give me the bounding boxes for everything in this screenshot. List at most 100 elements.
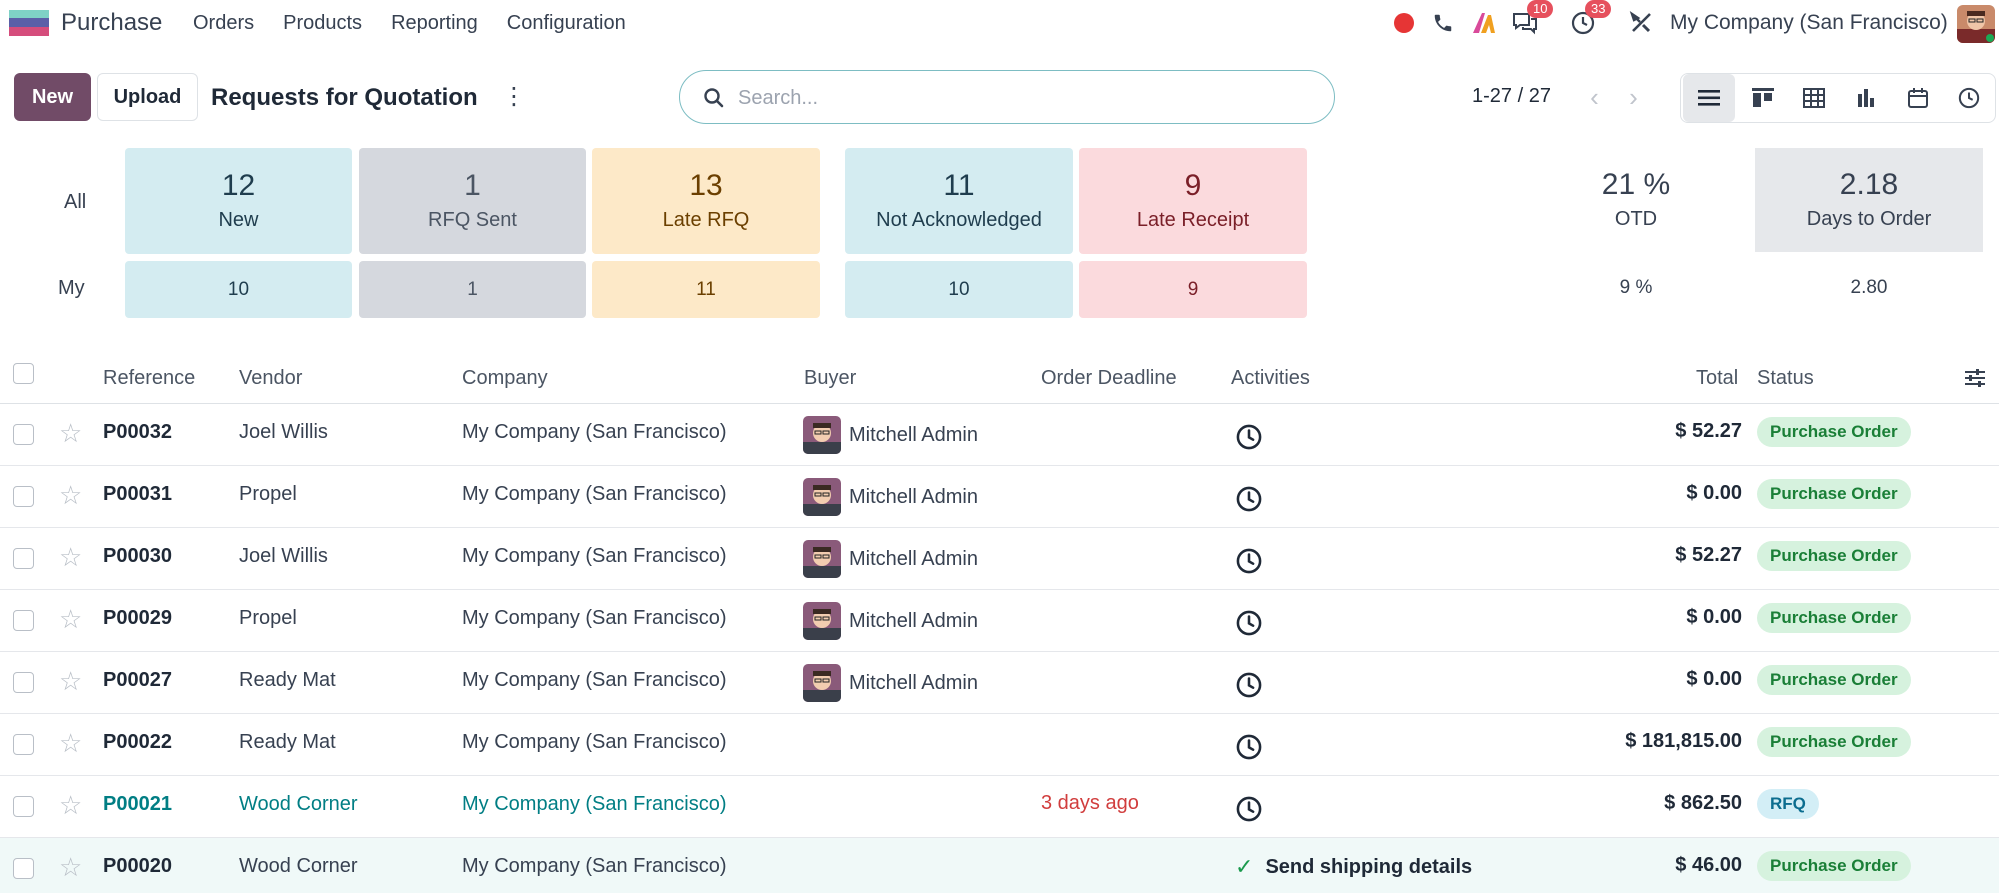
list-header: Reference Vendor Company Buyer Order Dea… [0, 354, 1999, 404]
table-row[interactable]: ☆ P00029 Propel My Company (San Francisco) M… [0, 590, 1999, 652]
status-badge: Purchase Order [1757, 727, 1911, 757]
menu-products[interactable]: Products [283, 12, 363, 34]
row-checkbox[interactable] [13, 672, 34, 693]
tile-all-rfq-sent[interactable]: 1 RFQ Sent [359, 148, 586, 254]
cell-activity[interactable]: ✓ Send shipping details [1235, 854, 1472, 880]
header-order-deadline[interactable]: Order Deadline [1041, 367, 1177, 389]
tile-all-late-receipt-value: 9 [1184, 169, 1202, 202]
cell-buyer[interactable]: Mitchell Admin [803, 664, 978, 702]
dashboard-row-my-label: My [58, 277, 85, 299]
table-row[interactable]: ☆ P00022 Ready Mat My Company (San Francisc… [0, 714, 1999, 776]
debug-tools-icon[interactable] [1628, 8, 1654, 38]
row-checkbox[interactable] [13, 548, 34, 569]
cell-reference: P00032 [103, 421, 172, 443]
tile-all-not-acknowledged[interactable]: 11 Not Acknowledged [845, 148, 1073, 254]
tile-my-late-receipt[interactable]: 9 [1079, 261, 1307, 318]
header-vendor[interactable]: Vendor [239, 367, 303, 389]
activity-view-icon[interactable] [1943, 74, 1995, 122]
header-buyer[interactable]: Buyer [804, 367, 857, 389]
cell-total: $ 46.00 [1675, 854, 1742, 876]
buyer-name: Mitchell Admin [849, 671, 978, 694]
pivot-view-icon[interactable] [1788, 74, 1840, 122]
activity-clock-icon[interactable] [1235, 671, 1263, 699]
search-icon[interactable] [702, 86, 726, 110]
tile-my-new[interactable]: 10 [125, 261, 352, 318]
priority-star-icon[interactable]: ☆ [59, 542, 83, 572]
table-row[interactable]: ☆ P00020 Wood Corner My Company (San Franci… [0, 838, 1999, 893]
activities-icon[interactable]: 33 [1569, 0, 1612, 38]
priority-star-icon[interactable]: ☆ [59, 666, 83, 696]
priority-star-icon[interactable]: ☆ [59, 790, 83, 820]
tile-all-late-receipt[interactable]: 9 Late Receipt [1079, 148, 1307, 254]
table-row[interactable]: ☆ P00030 Joel Willis My Company (San Franci… [0, 528, 1999, 590]
tile-all-new[interactable]: 12 New [125, 148, 352, 254]
kanban-view-icon[interactable] [1737, 74, 1789, 122]
row-checkbox[interactable] [13, 486, 34, 507]
search-input[interactable] [738, 83, 1298, 113]
tile-all-new-value: 12 [221, 169, 256, 202]
cell-buyer[interactable]: Mitchell Admin [803, 478, 978, 516]
row-checkbox[interactable] [13, 734, 34, 755]
optional-columns-icon[interactable] [1964, 367, 1986, 389]
buyer-name: Mitchell Admin [849, 547, 978, 570]
header-status[interactable]: Status [1757, 367, 1814, 389]
tile-my-late-rfq[interactable]: 11 [592, 261, 820, 318]
priority-star-icon[interactable]: ☆ [59, 728, 83, 758]
priority-star-icon[interactable]: ☆ [59, 604, 83, 634]
row-checkbox[interactable] [13, 610, 34, 631]
row-checkbox[interactable] [13, 858, 34, 879]
menu-configuration[interactable]: Configuration [506, 12, 626, 34]
header-total[interactable]: Total [1696, 367, 1739, 389]
ai-logo-icon[interactable] [1470, 8, 1498, 38]
stat-otd-value: 21 % [1601, 168, 1671, 201]
activity-clock-icon[interactable] [1235, 485, 1263, 513]
menu-orders[interactable]: Orders [193, 12, 255, 34]
row-checkbox[interactable] [13, 424, 34, 445]
tile-my-rfq-sent[interactable]: 1 [359, 261, 586, 318]
company-switcher[interactable]: My Company (San Francisco) [1670, 11, 1948, 34]
activity-clock-icon[interactable] [1235, 795, 1263, 823]
table-row[interactable]: ☆ P00027 Ready Mat My Company (San Francisc… [0, 652, 1999, 714]
tile-all-late-receipt-label: Late Receipt [1136, 209, 1250, 231]
activity-clock-icon[interactable] [1235, 547, 1263, 575]
status-badge: Purchase Order [1757, 851, 1911, 881]
tile-my-not-acknowledged[interactable]: 10 [845, 261, 1073, 318]
pager-next-icon[interactable]: › [1629, 81, 1638, 112]
pager-previous-icon[interactable]: ‹ [1590, 81, 1599, 112]
activity-clock-icon[interactable] [1235, 733, 1263, 761]
user-avatar[interactable] [1957, 5, 1995, 43]
table-row[interactable]: ☆ P00031 Propel My Company (San Francisco) M… [0, 466, 1999, 528]
table-row[interactable]: ☆ P00021 Wood Corner My Company (San Franci… [0, 776, 1999, 838]
new-button[interactable]: New [14, 73, 91, 121]
tile-all-late-rfq[interactable]: 13 Late RFQ [592, 148, 820, 254]
header-activities[interactable]: Activities [1231, 367, 1310, 389]
activity-clock-icon[interactable] [1235, 423, 1263, 451]
menu-reporting[interactable]: Reporting [391, 12, 478, 34]
stat-days-to-order-label: Days to Order [1806, 208, 1932, 230]
messages-icon[interactable]: 10 [1511, 0, 1554, 38]
list-view-icon[interactable] [1683, 74, 1735, 122]
graph-view-icon[interactable] [1840, 74, 1892, 122]
priority-star-icon[interactable]: ☆ [59, 852, 83, 882]
header-company[interactable]: Company [462, 367, 548, 389]
activity-clock-icon[interactable] [1235, 609, 1263, 637]
header-reference[interactable]: Reference [103, 367, 196, 389]
calendar-view-icon[interactable] [1892, 74, 1944, 122]
upload-button[interactable]: Upload [97, 73, 198, 121]
phone-icon[interactable] [1430, 8, 1456, 38]
cell-buyer[interactable]: Mitchell Admin [803, 602, 978, 640]
app-name[interactable]: Purchase [61, 9, 163, 36]
purchase-app-icon[interactable] [9, 10, 49, 36]
priority-star-icon[interactable]: ☆ [59, 480, 83, 510]
row-checkbox[interactable] [13, 796, 34, 817]
priority-star-icon[interactable]: ☆ [59, 418, 83, 448]
tile-my-new-value: 10 [227, 278, 250, 300]
cell-buyer[interactable]: Mitchell Admin [803, 540, 978, 578]
cell-buyer[interactable]: Mitchell Admin [803, 416, 978, 454]
view-switcher [1680, 73, 1996, 123]
recording-icon[interactable] [1392, 8, 1416, 38]
pager-value[interactable]: 1-27 / 27 [1472, 85, 1551, 107]
table-row[interactable]: ☆ P00032 Joel Willis My Company (San Franci… [0, 404, 1999, 466]
select-all-checkbox[interactable] [13, 363, 34, 384]
actions-menu-icon[interactable]: ⋮ [502, 83, 526, 110]
